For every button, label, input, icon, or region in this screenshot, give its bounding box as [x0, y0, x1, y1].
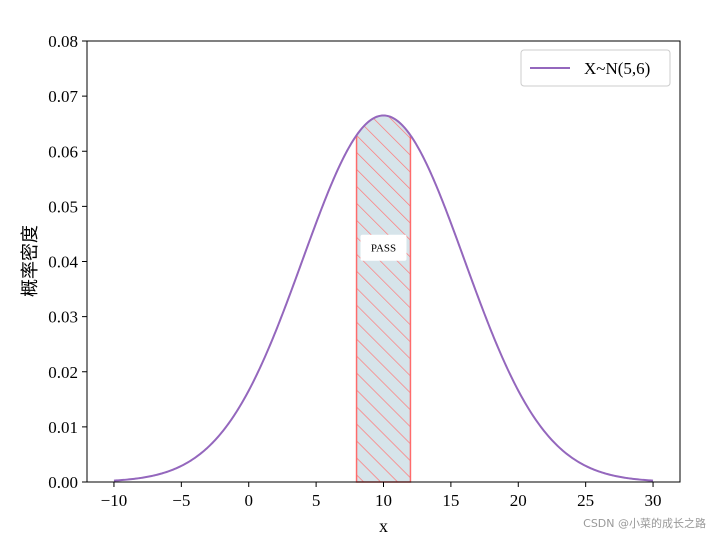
annotation-text: PASS [371, 243, 396, 255]
legend-label: X~N(5,6) [584, 59, 650, 78]
x-tick-label: 15 [442, 491, 459, 510]
x-tick-label: 5 [312, 491, 321, 510]
x-tick-label: −5 [172, 491, 190, 510]
y-tick-label: 0.04 [48, 253, 78, 272]
watermark: CSDN @小菜的成长之路 [583, 517, 706, 530]
shaded-region [355, 114, 412, 483]
pass-annotation: PASS [360, 234, 407, 261]
y-tick-label: 0.08 [48, 32, 78, 51]
x-tick-label: 20 [510, 491, 527, 510]
y-tick-label: 0.03 [48, 308, 78, 327]
legend: X~N(5,6) [520, 49, 671, 87]
y-tick-label: 0.02 [48, 363, 78, 382]
annotation-box [360, 234, 407, 261]
x-axis-label: x [379, 516, 388, 536]
y-axis: 0.00 0.01 0.02 0.03 0.04 0.05 0.06 0.07 0.08 [48, 32, 87, 492]
shaded-area-hatch [355, 114, 412, 483]
x-tick-label: 0 [244, 491, 253, 510]
y-tick-label: 0.05 [48, 197, 78, 216]
y-tick-label: 0.01 [48, 418, 78, 437]
x-tick-label: −10 [101, 491, 128, 510]
legend-box [520, 49, 671, 87]
x-tick-label: 10 [375, 491, 392, 510]
x-tick-label: 25 [577, 491, 594, 510]
y-axis-label: 概率密度 [20, 225, 40, 297]
y-tick-label: 0.07 [48, 87, 78, 106]
series-line [113, 114, 654, 482]
y-tick-label: 0.06 [48, 142, 78, 161]
y-tick-label: 0.00 [48, 473, 78, 492]
x-tick-label: 30 [645, 491, 662, 510]
x-axis: −10 −5 0 5 10 15 20 25 30 [101, 482, 662, 510]
